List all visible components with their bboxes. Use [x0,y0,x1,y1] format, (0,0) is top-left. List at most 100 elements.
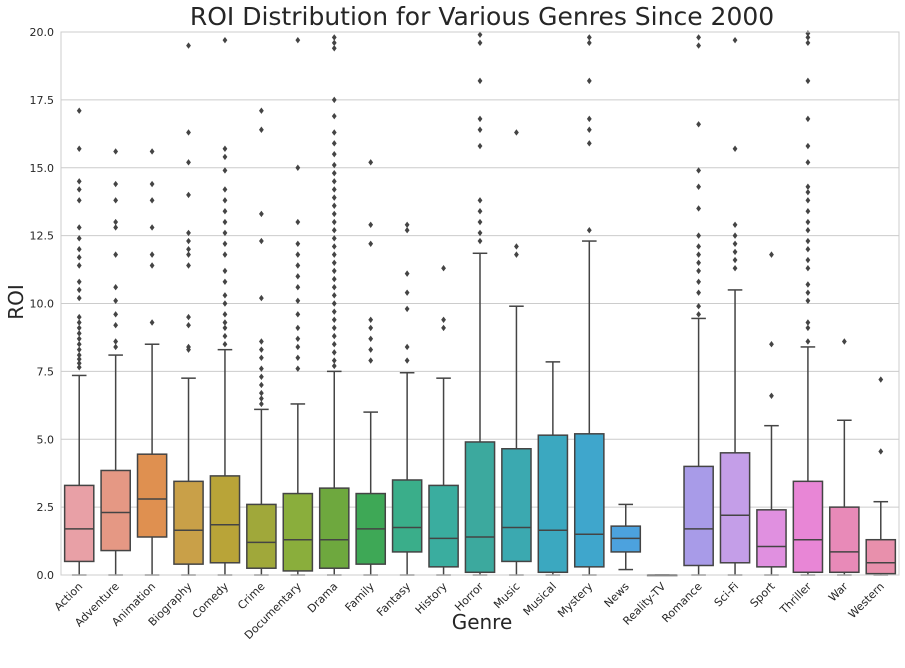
outlier-point [222,267,228,275]
outlier-point [222,229,228,237]
outlier-point [696,267,702,275]
outlier-point [331,332,337,340]
outlier-point [331,34,337,41]
outlier-point [368,159,374,166]
outlier-point [76,294,82,302]
x-tick-label: Action [52,580,86,614]
box-iqr [246,503,277,569]
box-animation [136,148,168,576]
outlier-point [222,153,228,161]
outlier-point [295,273,301,280]
outlier-point [222,207,228,215]
outlier-point [76,197,82,204]
outlier-point [331,202,337,209]
outlier-point [805,319,811,326]
outlier-point [76,278,82,285]
outlier-point [331,226,337,234]
y-tick-label: 15.0 [30,162,55,175]
outlier-point [331,243,337,250]
box-mystery [573,34,605,576]
outlier-point [805,281,811,288]
outlier-point [696,278,702,285]
box-sport [756,251,787,576]
outlier-point [586,34,592,41]
outlier-point [76,186,82,193]
x-tick-label: Sport [748,579,779,610]
outlier-point [295,262,301,269]
box-iqr [209,475,241,564]
outlier-point [696,121,702,128]
outlier-point [368,221,374,228]
outlier-point [149,251,155,258]
outlier-point [295,284,301,291]
box-music [501,129,532,576]
outlier-point [331,150,337,158]
outlier-point [404,305,410,313]
outlier-point [222,332,228,340]
outlier-point [331,341,337,348]
outlier-point [295,36,301,44]
plot-frame [60,31,900,576]
outlier-point [477,39,483,47]
outlier-point [732,248,738,256]
box-horror [464,31,496,576]
outlier-point [404,289,410,296]
outlier-point [295,164,301,171]
outlier-point [258,346,264,353]
outlier-point [186,262,191,269]
outlier-point [149,262,155,269]
outlier-point [222,319,228,326]
outlier-point [295,297,301,304]
outlier-point [805,188,811,196]
outlier-point [186,313,191,321]
outlier-point [769,341,774,348]
outlier-point [186,229,191,237]
outlier-point [477,197,483,204]
outlier-point [805,297,811,304]
outlier-point [76,246,82,253]
box-iqr [683,465,714,567]
outlier-point [222,311,228,318]
outlier-point [331,161,337,169]
box-comedy [209,36,241,576]
outlier-point [805,338,811,345]
outlier-point [732,256,738,264]
outlier-point [404,270,410,277]
outlier-point [441,265,446,272]
outlier-point [805,142,811,150]
outlier-point [113,180,119,188]
outlier-point [113,343,119,351]
outlier-point [586,226,592,234]
outlier-point [805,183,811,190]
y-axis-ticks: 0.0 2.5 5.0 7.5 10.0 12.5 15.0 17.5 20.0 [30,26,55,582]
box-iqr [173,480,204,565]
outlier-point [76,262,82,269]
x-tick-label: News [602,580,632,610]
outlier-point [805,159,811,166]
outlier-point [331,267,337,275]
outlier-point [186,251,191,258]
y-tick-label: 12.5 [30,230,55,243]
outlier-point [76,107,82,114]
outlier-point [368,240,374,247]
outlier-point [331,235,337,242]
outlier-point [331,362,337,370]
box-sci-fi [719,36,751,576]
outlier-point [331,169,337,177]
x-tick-label: History [413,580,450,617]
outlier-point [258,389,264,397]
outlier-point [805,256,811,264]
box-musical [537,361,569,576]
box-western [865,376,897,576]
outlier-point [113,148,119,155]
y-tick-label: 0.0 [37,569,55,582]
outlier-point [769,251,774,258]
outlier-point [258,210,264,218]
x-tick-label: Mystery [555,580,596,621]
outlier-point [477,115,483,123]
box-family [355,159,387,576]
box-romance [683,34,714,576]
outlier-point [368,357,374,364]
outlier-point [477,77,483,85]
